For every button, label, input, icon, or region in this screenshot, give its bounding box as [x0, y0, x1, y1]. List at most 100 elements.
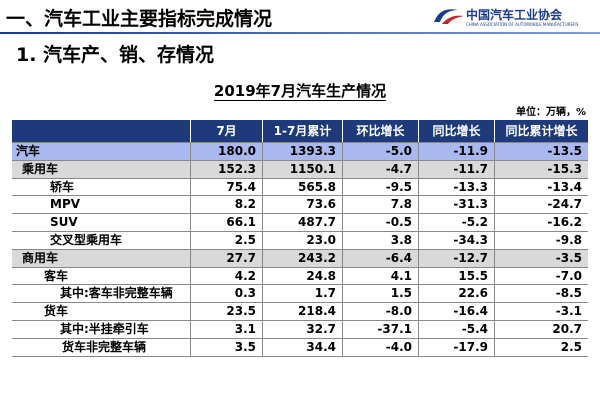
- value-cell: 218.4: [262, 303, 342, 320]
- value-cell: 1.5: [342, 285, 418, 303]
- value-cell: 2.5: [190, 231, 262, 249]
- value-cell: -9.8: [494, 231, 588, 249]
- table-row: 其中:客车非完整车辆 0.3 1.7 1.5 22.6 -8.5: [12, 285, 588, 304]
- value-cell: -3.5: [494, 249, 588, 267]
- table-row: 商用车 27.7 243.2 -6.4 -12.7 -3.5: [12, 249, 588, 268]
- value-cell: 4.2: [190, 267, 262, 285]
- column-header: 环比增长: [342, 120, 418, 142]
- value-cell: 27.7: [190, 249, 262, 267]
- value-cell: 2.5: [494, 338, 588, 356]
- value-cell: 73.6: [262, 196, 342, 214]
- table-row: 轿车 75.4 565.8 -9.5 -13.3 -13.4: [12, 178, 588, 197]
- row-label: 其中:客车非完整车辆: [60, 286, 173, 301]
- value-cell: 243.2: [262, 249, 342, 267]
- value-cell: -4.7: [342, 160, 418, 178]
- value-cell: 23.0: [262, 231, 342, 249]
- org-name: 中国汽车工业协会: [466, 8, 563, 22]
- value-cell: 565.8: [262, 178, 342, 196]
- value-cell: 0.3: [190, 285, 262, 303]
- table-row: 其中:半挂牵引车 3.1 32.7 -37.1 -5.4 20.7: [12, 320, 588, 339]
- value-cell: -16.4: [418, 303, 494, 320]
- row-label: 轿车: [50, 179, 75, 194]
- header-row: 7月 1-7月累计 环比增长 同比增长 同比累计增长: [12, 120, 588, 143]
- table-title: 2019年7月汽车生产情况: [0, 80, 600, 101]
- value-cell: -13.3: [418, 178, 494, 196]
- value-cell: -3.1: [494, 303, 588, 320]
- value-cell: -34.3: [418, 231, 494, 249]
- section-title: 1. 汽车产、销、存情况: [16, 44, 215, 66]
- value-cell: -12.7: [418, 249, 494, 267]
- table-row: 货车非完整车辆 3.5 34.4 -4.0 -17.9 2.5: [12, 338, 588, 357]
- value-cell: 487.7: [262, 214, 342, 231]
- value-cell: 1393.3: [262, 143, 342, 160]
- value-cell: -16.2: [494, 214, 588, 231]
- value-cell: -15.3: [494, 160, 588, 178]
- value-cell: -4.0: [342, 338, 418, 356]
- value-cell: -13.4: [494, 178, 588, 196]
- value-cell: 20.7: [494, 320, 588, 338]
- org-name-en: CHINA ASSOCIATION OF AUTOMOBILE MANUFACT…: [466, 22, 579, 27]
- unit: 单位：万辆，%: [515, 107, 586, 118]
- value-cell: 3.5: [190, 338, 262, 356]
- value-cell: 7.8: [342, 196, 418, 214]
- value-cell: -8.5: [494, 285, 588, 303]
- table-row: 货车 23.5 218.4 -8.0 -16.4 -3.1: [12, 303, 588, 321]
- value-cell: -6.4: [342, 249, 418, 267]
- table-row: MPV 8.2 73.6 7.8 -31.3 -24.7: [12, 196, 588, 215]
- value-cell: 4.1: [342, 267, 418, 285]
- table-row: 汽车 180.0 1393.3 -5.0 -11.9 -13.5: [12, 143, 588, 161]
- value-cell: 22.6: [418, 285, 494, 303]
- column-header: 7月: [190, 120, 262, 142]
- value-cell: -9.5: [342, 178, 418, 196]
- logo: [434, 9, 464, 24]
- value-cell: 15.5: [418, 267, 494, 285]
- value-cell: 32.7: [262, 320, 342, 338]
- value-cell: -11.7: [418, 160, 494, 178]
- value-cell: -5.0: [342, 143, 418, 160]
- value-cell: 1150.1: [262, 160, 342, 178]
- row-label: 乘用车: [22, 161, 59, 176]
- row-label: SUV: [50, 215, 78, 230]
- value-cell: -11.9: [418, 143, 494, 160]
- value-cell: -24.7: [494, 196, 588, 214]
- row-label: 货车: [44, 304, 69, 319]
- column-header: 1-7月累计: [262, 120, 342, 142]
- table-row: 交叉型乘用车 2.5 23.0 3.8 -34.3 -9.8: [12, 231, 588, 250]
- value-cell: 3.1: [190, 320, 262, 338]
- column-header: [12, 120, 190, 142]
- value-cell: -5.2: [418, 214, 494, 231]
- value-cell: 152.3: [190, 160, 262, 178]
- value-cell: -17.9: [418, 338, 494, 356]
- row-label: 客车: [44, 268, 69, 283]
- value-cell: 8.2: [190, 196, 262, 214]
- row-label: 货车非完整车辆: [62, 339, 147, 354]
- value-cell: -31.3: [418, 196, 494, 214]
- header-rule: [0, 32, 600, 34]
- row-label: 汽车: [16, 144, 41, 158]
- value-cell: 3.8: [342, 231, 418, 249]
- row-label: 商用车: [22, 250, 59, 265]
- value-cell: 24.8: [262, 267, 342, 285]
- page-title: 一、汽车工业主要指标完成情况: [6, 8, 273, 30]
- value-cell: -8.0: [342, 303, 418, 320]
- table-row: 乘用车 152.3 1150.1 -4.7 -11.7 -15.3: [12, 160, 588, 179]
- value-cell: -13.5: [494, 143, 588, 160]
- table: 7月 1-7月累计 环比增长 同比增长 同比累计增长 汽车 180.0 1393.3 -5.0-…: [12, 120, 588, 357]
- value-cell: -7.0: [494, 267, 588, 285]
- row-label: MPV: [50, 197, 81, 212]
- table-title-text: 2019年7月汽车生产情况: [213, 82, 387, 101]
- value-cell: 75.4: [190, 178, 262, 196]
- row-label: 其中:半挂牵引车: [60, 321, 149, 336]
- value-cell: -37.1: [342, 320, 418, 338]
- column-header: 同比增长: [418, 120, 494, 142]
- table-row: 客车 4.2 24.8 4.1 15.5 -7.0: [12, 267, 588, 286]
- column-header: 同比累计增长: [494, 120, 588, 142]
- value-cell: 180.0: [190, 143, 262, 160]
- value-cell: 66.1: [190, 214, 262, 231]
- table-row: SUV 66.1 487.7 -0.5 -5.2 -16.2: [12, 214, 588, 232]
- value-cell: 23.5: [190, 303, 262, 320]
- value-cell: 1.7: [262, 285, 342, 303]
- value-cell: -0.5: [342, 214, 418, 231]
- value-cell: 34.4: [262, 338, 342, 356]
